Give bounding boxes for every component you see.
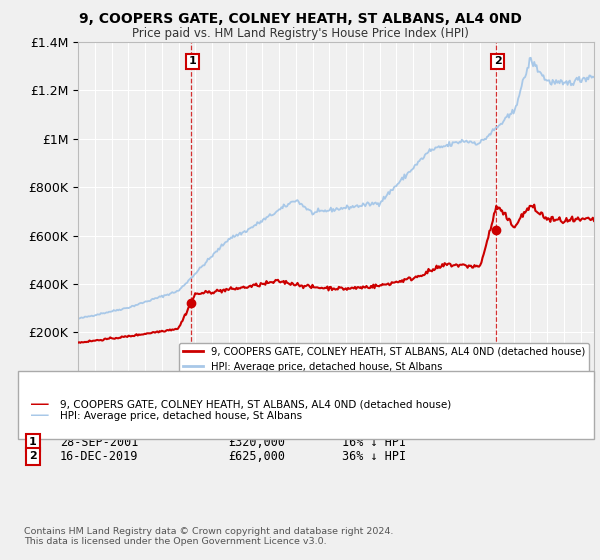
Text: £320,000: £320,000 bbox=[228, 436, 285, 449]
Text: —: — bbox=[30, 406, 50, 425]
Text: 16% ↓ HPI: 16% ↓ HPI bbox=[342, 436, 406, 449]
Text: 16-DEC-2019: 16-DEC-2019 bbox=[60, 450, 139, 463]
Text: 1: 1 bbox=[29, 437, 37, 447]
Text: Price paid vs. HM Land Registry's House Price Index (HPI): Price paid vs. HM Land Registry's House … bbox=[131, 27, 469, 40]
Text: 1: 1 bbox=[189, 57, 196, 67]
Text: 2: 2 bbox=[29, 451, 37, 461]
Legend: 9, COOPERS GATE, COLNEY HEATH, ST ALBANS, AL4 0ND (detached house), HPI: Average: 9, COOPERS GATE, COLNEY HEATH, ST ALBANS… bbox=[179, 343, 589, 376]
Text: 9, COOPERS GATE, COLNEY HEATH, ST ALBANS, AL4 0ND: 9, COOPERS GATE, COLNEY HEATH, ST ALBANS… bbox=[79, 12, 521, 26]
Text: 9, COOPERS GATE, COLNEY HEATH, ST ALBANS, AL4 0ND (detached house): 9, COOPERS GATE, COLNEY HEATH, ST ALBANS… bbox=[60, 399, 451, 409]
Text: 2: 2 bbox=[494, 57, 502, 67]
Text: —: — bbox=[30, 395, 50, 414]
Text: 36% ↓ HPI: 36% ↓ HPI bbox=[342, 450, 406, 463]
Text: £625,000: £625,000 bbox=[228, 450, 285, 463]
Text: Contains HM Land Registry data © Crown copyright and database right 2024.
This d: Contains HM Land Registry data © Crown c… bbox=[24, 526, 394, 546]
Text: 28-SEP-2001: 28-SEP-2001 bbox=[60, 436, 139, 449]
Text: HPI: Average price, detached house, St Albans: HPI: Average price, detached house, St A… bbox=[60, 410, 302, 421]
